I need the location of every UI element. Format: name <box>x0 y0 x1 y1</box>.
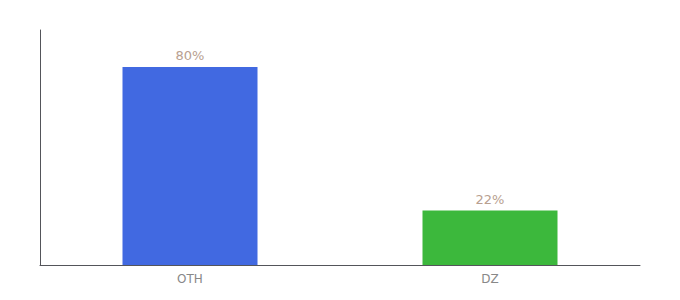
svg-text:DZ: DZ <box>481 272 498 286</box>
svg-text:22%: 22% <box>476 192 505 207</box>
svg-text:OTH: OTH <box>177 272 203 286</box>
svg-text:80%: 80% <box>176 48 205 63</box>
